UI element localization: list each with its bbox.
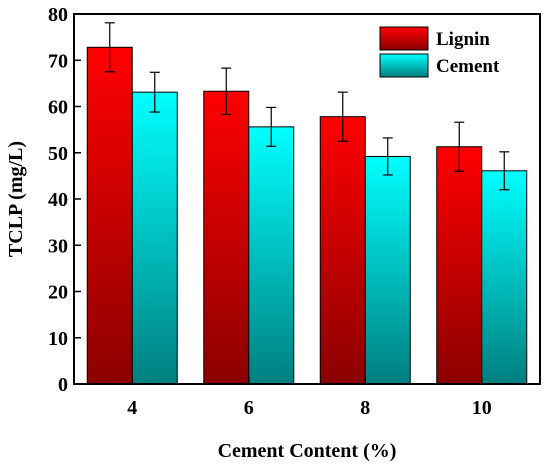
bar-lignin-8 <box>319 116 366 385</box>
legend-swatch-lignin <box>379 26 429 51</box>
y-tick-label: 70 <box>48 50 68 72</box>
legend-label-cement: Cement <box>436 56 500 77</box>
error-bars-layer <box>104 22 510 191</box>
y-axis: 0 10 20 30 40 50 60 70 80 <box>48 4 81 396</box>
bar-cement-8 <box>364 155 411 385</box>
x-tick-label: 6 <box>244 397 254 419</box>
x-tick-label: 8 <box>360 397 370 419</box>
x-axis-title: Cement Content (%) <box>218 440 397 462</box>
y-tick-label: 60 <box>48 97 68 119</box>
y-axis-title: TCLP (mg/L) <box>5 141 27 257</box>
error-bar-lignin-10 <box>454 121 465 172</box>
bars-layer <box>86 46 528 385</box>
x-axis: 4 6 8 10 <box>127 377 492 419</box>
error-bar-cement-6 <box>266 106 277 147</box>
y-tick-label: 30 <box>48 235 68 257</box>
y-tick-label: 20 <box>48 282 68 304</box>
error-bar-cement-8 <box>382 137 393 176</box>
bar-cement-6 <box>248 126 295 385</box>
bar-lignin-6 <box>203 90 250 385</box>
bar-lignin-10 <box>436 146 483 385</box>
error-bar-lignin-6 <box>221 67 232 115</box>
error-bar-lignin-8 <box>337 91 348 142</box>
x-tick-label: 10 <box>472 397 492 419</box>
y-tick-label: 50 <box>48 143 68 165</box>
bar-cement-10 <box>481 170 528 385</box>
y-tick-label: 80 <box>48 4 68 26</box>
y-tick-label: 10 <box>48 328 68 350</box>
legend-swatch-cement <box>379 53 429 78</box>
error-bar-lignin-4 <box>104 22 115 73</box>
y-tick-label: 0 <box>58 374 68 396</box>
x-tick-label: 4 <box>127 397 137 419</box>
bar-lignin-4 <box>86 46 133 385</box>
y-tick-label: 40 <box>48 189 68 211</box>
error-bar-cement-10 <box>499 151 510 191</box>
error-bar-cement-4 <box>149 71 160 113</box>
legend: Lignin Cement <box>379 26 500 78</box>
legend-label-lignin: Lignin <box>436 29 490 50</box>
bar-cement-4 <box>131 91 178 385</box>
